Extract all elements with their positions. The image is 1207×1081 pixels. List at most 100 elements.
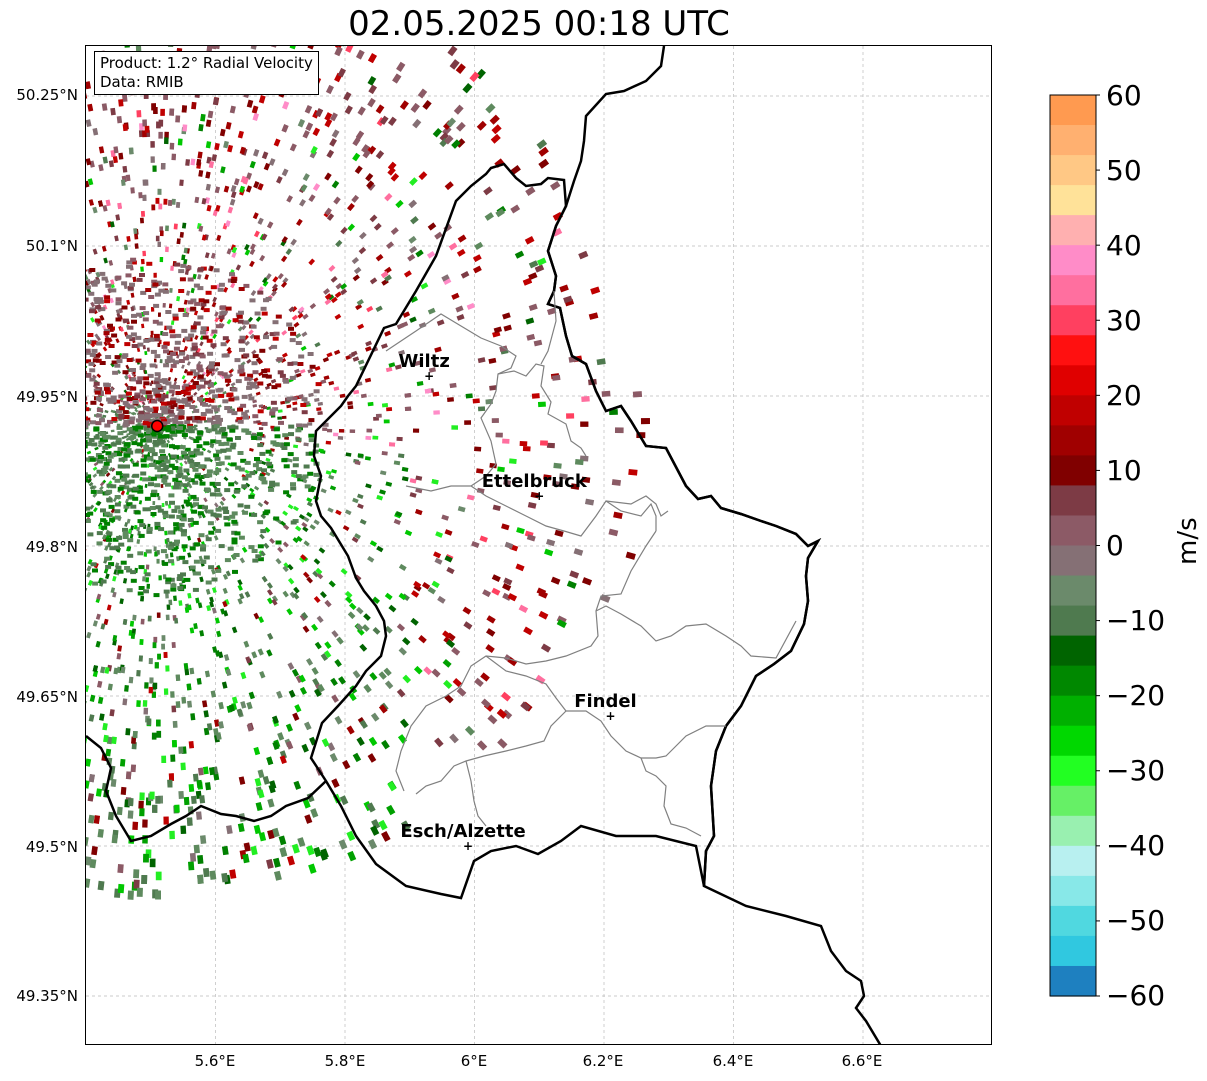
radar-pixel [116,653,122,660]
radar-pixel [232,569,238,574]
radar-pixel [175,333,182,338]
radar-pixel [357,453,364,458]
radar-pixel [116,806,123,816]
radar-pixel [328,580,336,588]
radar-pixel [358,246,367,255]
radar-pixel [328,474,335,480]
radar-pixel [466,302,475,310]
radar-pixel [190,713,196,721]
radar-pixel [331,468,337,474]
radar-pixel [306,511,313,518]
radar-pixel [525,317,535,325]
colorbar-band [1050,485,1096,517]
radar-pixel [368,53,377,64]
radar-pixel [280,281,288,288]
radar-pixel [206,338,213,343]
radar-pixel [588,312,599,320]
radar-pixel [356,299,364,306]
radar-pixel [128,147,134,155]
radar-pixel [269,480,276,485]
radar-pixel [213,535,219,541]
radar-pixel [89,485,95,490]
radar-pixel [231,411,238,416]
radar-pixel [171,198,176,205]
radar-pixel [121,435,126,440]
radar-pixel [457,506,466,513]
radar-pixel [174,617,179,624]
radar-pixel [181,222,187,229]
radar-pixel [432,391,440,397]
radar-pixel [127,798,134,807]
radar-pixel [244,340,250,347]
radar-pixel [98,524,103,530]
radar-pixel [536,139,548,150]
radar-pixel [102,445,109,450]
radar-pixel [286,396,293,401]
radar-pixel [214,186,221,194]
radar-pixel [161,502,165,508]
radar-pixel [251,549,258,553]
radar-pixel [158,575,162,581]
radar-pixel [190,158,196,166]
radar-pixel [306,497,313,503]
radar-pixel [182,313,189,317]
radar-pixel [171,403,178,408]
radar-pixel [105,451,112,456]
radar-pixel [179,277,186,282]
radar-pixel [173,595,177,602]
radar-pixel [86,280,90,287]
radar-pixel [130,386,137,391]
radar-pixel [385,366,393,373]
radar-pixel [104,521,111,526]
radar-pixel [170,454,177,459]
radar-pixel [108,504,115,509]
radar-pixel [299,199,306,207]
radar-pixel [186,396,193,401]
radar-pixel [288,326,294,331]
radar-pixel [212,296,218,303]
radar-pixel [128,494,135,499]
radar-pixel [225,220,231,227]
radar-pixel [179,231,184,238]
radar-pixel [351,536,359,543]
colorbar-band [1050,935,1096,967]
radar-pixel [165,425,171,429]
radar-pixel [172,485,179,490]
radar-pixel [175,429,182,434]
radar-pixel [133,228,138,234]
radar-pixel [86,684,90,693]
radar-pixel [194,196,200,204]
radar-pixel [211,154,218,162]
colorbar-band [1050,635,1096,667]
colorbar-band [1050,215,1096,246]
radar-pixel [451,292,460,300]
radar-pixel [89,377,96,382]
radar-pixel [106,483,113,488]
radar-pixel [161,401,167,406]
radar-pixel [172,477,179,482]
radar-pixel [325,440,332,445]
radar-pixel [188,483,193,489]
radar-pixel [196,444,203,449]
radar-pixel [215,388,222,393]
radar-pixel [210,371,216,377]
radar-pixel [186,683,192,691]
radar-pixel [131,344,138,348]
radar-pixel [578,250,589,260]
radar-pixel [262,775,270,785]
radar-pixel [222,587,228,594]
radar-pixel [210,252,216,259]
radar-pixel [145,549,152,554]
radar-pixel [170,320,175,325]
radar-pixel [122,94,128,102]
radar-pixel [221,496,226,502]
radar-pixel [237,130,244,139]
map-area[interactable]: + Wiltz + Ettelbruck + Findel + Esch/Alzette [85,45,992,1045]
radar-pixel [226,346,232,353]
radar-pixel [169,287,173,293]
radar-pixel [314,641,322,650]
radar-pixel [102,156,108,164]
radar-pixel [157,342,161,348]
radar-pixel [210,343,217,348]
radar-pixel [229,105,236,114]
